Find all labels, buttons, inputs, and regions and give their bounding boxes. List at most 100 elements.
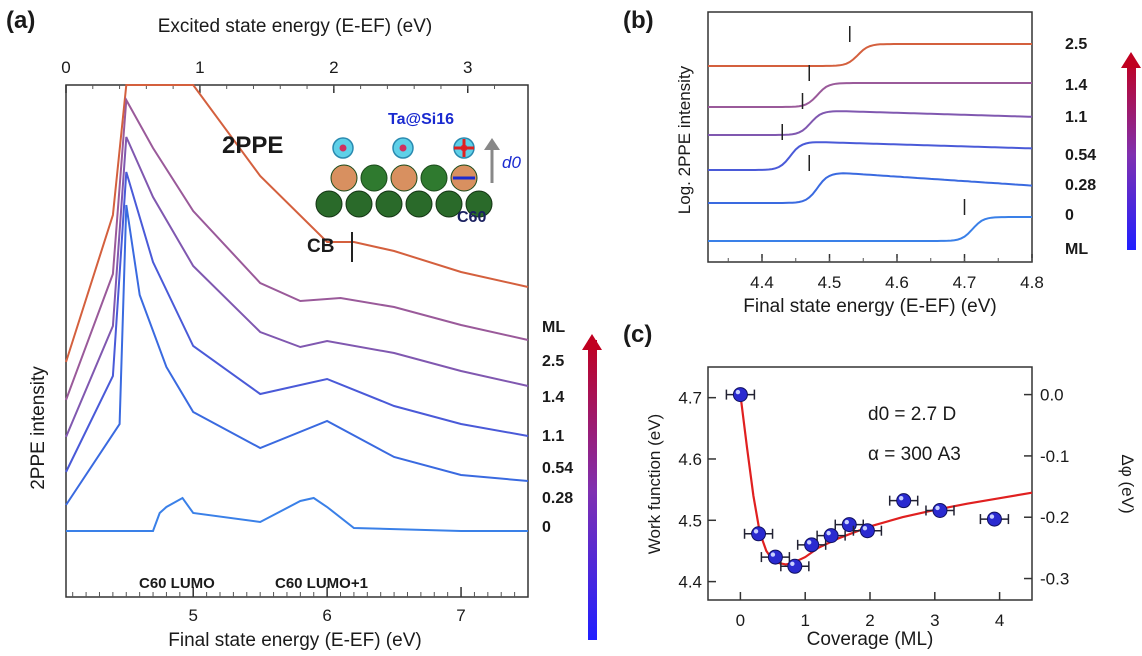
top-tick-label: 0 — [61, 58, 70, 77]
panel-c-y2-axis-title: Δφ (eV) — [1118, 454, 1137, 513]
data-point-highlight — [862, 526, 868, 531]
c60-ball-icon — [465, 190, 493, 218]
annotation-d0: d0 = 2.7 D — [868, 404, 956, 425]
top-tick-label: 3 — [463, 58, 472, 77]
data-point — [986, 511, 1002, 527]
coverage-label: 0.28 — [542, 490, 573, 507]
annotation-2ppe: 2PPE — [222, 132, 283, 159]
panel-a-frame — [65, 84, 529, 598]
spectrum-line-0 — [66, 496, 528, 532]
panel-a: Excited state energy (E-EF) (eV) 0 1 2 3 5 6… — [28, 16, 602, 651]
annotation-alpha: α = 300 A3 — [868, 444, 961, 465]
data-point-highlight — [806, 540, 812, 545]
panel-b-frame — [707, 11, 1033, 263]
panel-a-top-ticks: 0 1 2 3 — [61, 58, 472, 93]
data-point-highlight — [898, 495, 904, 501]
panel-b-curves — [708, 26, 1033, 242]
panel-b-coverage-labels: 2.5 1.4 1.1 0.54 0.28 0 ML — [1065, 36, 1096, 258]
inset-molecule-label: Ta@Si16 — [388, 111, 454, 128]
coverage-label: 2.5 — [1065, 36, 1087, 53]
dipole-arrow-head-icon — [484, 138, 500, 150]
top-tick-label: 2 — [329, 58, 338, 77]
data-point — [859, 523, 875, 539]
panel-c-x-axis-title: Coverage (ML) — [807, 629, 934, 650]
c-x-tick-label: 2 — [865, 611, 874, 630]
panel-a-y-axis-title: 2PPE intensity — [28, 366, 49, 490]
colorbar-a-arrow-icon — [582, 334, 602, 350]
data-point — [896, 493, 912, 509]
data-point — [732, 387, 748, 403]
panel-c-label: (c) — [623, 321, 652, 348]
ta-si16-molecule-icon — [392, 137, 414, 159]
coverage-label: 1.1 — [542, 428, 564, 445]
c-x-tick-label: 4 — [995, 611, 1004, 630]
top-tick-label: 1 — [195, 58, 204, 77]
c-y2-tick-label: -0.3 — [1040, 570, 1069, 589]
spectrum-line-0.54 — [65, 171, 529, 473]
panel-c-plot: 0 1 2 3 4 4.4 4.5 4.6 4.7 0.0 -0.1 -0.2 -0.3 — [678, 386, 1069, 630]
c60-ball-icon — [390, 164, 418, 192]
c60-ball-icon — [405, 190, 433, 218]
panel-a-label: (a) — [6, 7, 35, 34]
bottom-tick-label: 6 — [322, 606, 331, 625]
panel-a-top-axis-title: Excited state energy (E-EF) (eV) — [158, 16, 433, 37]
spectrum-line-2.5 — [65, 84, 529, 363]
panel-c: 0 1 2 3 4 4.4 4.5 4.6 4.7 0.0 -0.1 -0.2 -0.3 Coverag… — [645, 366, 1137, 650]
label-c60-lumo: C60 LUMO — [139, 575, 215, 592]
c-y2-tick-label: 0.0 — [1040, 386, 1064, 405]
data-point-highlight — [770, 552, 776, 557]
c60-ball-icon — [435, 190, 463, 218]
coverage-label: 1.1 — [1065, 109, 1087, 126]
bottom-tick-label: 5 — [188, 606, 197, 625]
panel-b-label: (b) — [623, 7, 654, 34]
panel-a-minor-ticks — [72, 85, 516, 597]
coverage-label: 1.4 — [1065, 77, 1087, 94]
colorbar-a-title: ML — [542, 319, 565, 336]
c60-ball-icon — [420, 164, 448, 192]
panel-c-y-axis-title: Work function (eV) — [645, 414, 664, 554]
c60-ball-icon — [315, 190, 343, 218]
coverage-label: 0 — [542, 519, 551, 536]
c-y-tick-label: 4.4 — [678, 573, 702, 592]
colorbar-b-arrow-icon — [1121, 52, 1141, 68]
log-spectrum-line-1.1 — [708, 110, 1033, 136]
c-x-tick-label: 1 — [800, 611, 809, 630]
ta-si16-molecule-icon — [332, 137, 354, 159]
data-point — [932, 502, 948, 518]
spectrum-line-0.28 — [65, 204, 529, 506]
inset-c60-label: C60 — [457, 209, 486, 226]
log-spectrum-line-1.4 — [708, 82, 1032, 108]
panel-c-frame — [707, 366, 1033, 601]
log-spectrum-line-0 — [708, 216, 1032, 242]
coverage-label: 0 — [1065, 207, 1074, 224]
data-point — [787, 558, 803, 574]
spectrum-line-1.4 — [65, 96, 529, 401]
c60-ball-icon — [375, 190, 403, 218]
data-point-highlight — [826, 530, 831, 536]
inset-schematic: Ta@Si16 d0 C60 — [315, 111, 521, 226]
b-tick-label: 4.6 — [885, 273, 909, 292]
data-point — [841, 517, 857, 533]
panel-b-y-axis-title: Log. 2PPE intensity — [675, 65, 694, 214]
panel-b-x-axis-title: Final state energy (E-EF) (eV) — [743, 296, 996, 317]
b-tick-label: 4.7 — [953, 273, 977, 292]
coverage-label: 0.54 — [1065, 147, 1096, 164]
coverage-label: 1.4 — [542, 389, 564, 406]
c-y-tick-label: 4.7 — [678, 389, 702, 408]
data-point-highlight — [935, 505, 940, 511]
c60-ball-icon — [360, 164, 388, 192]
b-tick-label: 4.8 — [1020, 273, 1044, 292]
data-point-highlight — [844, 519, 849, 525]
annotation-cb: CB — [307, 236, 334, 257]
c60-ball-icon — [330, 164, 358, 192]
log-spectrum-line-0.28 — [708, 172, 1033, 204]
spectrum-line-1.1 — [65, 136, 529, 438]
panel-a-coverage-labels: 2.5 1.4 1.1 0.54 0.28 0 — [542, 353, 573, 536]
colorbar-b — [1127, 60, 1136, 250]
bottom-tick-label: 7 — [456, 606, 465, 625]
data-point-highlight — [753, 529, 759, 534]
label-c60-lumo1: C60 LUMO+1 — [275, 575, 368, 592]
c-y2-tick-label: -0.2 — [1040, 508, 1069, 527]
panel-a-curves — [65, 84, 529, 532]
